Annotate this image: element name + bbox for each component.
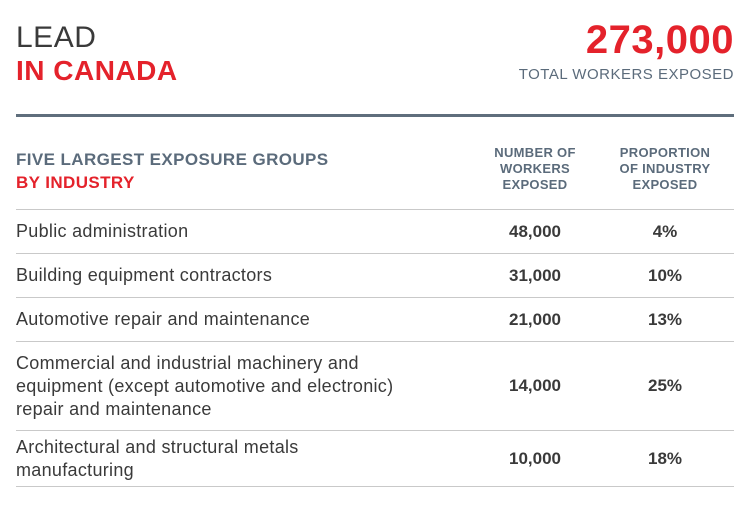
- workers-exposed-value: 31,000: [509, 265, 561, 285]
- total-workers-caption: TOTAL WORKERS EXPOSED: [518, 66, 734, 83]
- header: LEAD IN CANADA 273,000 TOTAL WORKERS EXP…: [16, 0, 734, 114]
- industry-label-line: repair and maintenance: [16, 398, 212, 419]
- column-header-line: WORKERS: [500, 161, 570, 176]
- industry-label-line: Automotive repair and maintenance: [16, 309, 311, 329]
- column-header-line: OF INDUSTRY: [619, 161, 711, 176]
- column-header-proportion: PROPORTION OF INDUSTRY EXPOSED: [610, 145, 720, 193]
- column-header-line: EXPOSED: [502, 177, 568, 192]
- column-header-line: PROPORTION: [619, 145, 711, 160]
- industry-label-line: Public administration: [16, 221, 189, 241]
- table-header: FIVE LARGEST EXPOSURE GROUPS BY INDUSTRY…: [16, 145, 734, 207]
- table-row: Automotive repair and maintenance 21,000 1…: [16, 297, 734, 341]
- column-header-workers: NUMBER OF WORKERS EXPOSED: [480, 145, 590, 193]
- industry-label: Automotive repair and maintenance: [16, 308, 466, 331]
- industry-label-line: Commercial and industrial machinery and: [16, 352, 359, 373]
- industry-label: Public administration: [16, 220, 466, 243]
- header-divider: [16, 114, 734, 117]
- workers-exposed-value: 10,000: [509, 448, 561, 468]
- industry-label-line: Building equipment contractors: [16, 265, 273, 285]
- proportion-exposed-value: 25%: [647, 376, 683, 395]
- workers-exposed-value: 21,000: [509, 309, 561, 329]
- column-header-line: EXPOSED: [632, 177, 698, 192]
- table-title: FIVE LARGEST EXPOSURE GROUPS: [16, 150, 329, 169]
- industry-label: Commercial and industrial machinery and e…: [16, 352, 466, 421]
- table-body: Public administration 48,000 4% Building eq…: [16, 209, 734, 487]
- table-row: Building equipment contractors 31,000 10%: [16, 253, 734, 297]
- proportion-exposed-value: 18%: [647, 448, 683, 468]
- industry-label-line: equipment (except automotive and electro…: [16, 375, 394, 396]
- industry-label-line: manufacturing: [16, 459, 134, 480]
- industry-label-line: Architectural and structural metals: [16, 436, 299, 457]
- industry-label: Building equipment contractors: [16, 264, 466, 287]
- industry-label: Architectural and structural metals manuf…: [16, 436, 466, 482]
- table-row: Public administration 48,000 4%: [16, 209, 734, 253]
- column-header-line: NUMBER OF: [494, 145, 576, 160]
- proportion-exposed-value: 10%: [647, 265, 683, 285]
- workers-exposed-value: 48,000: [509, 221, 561, 241]
- table-subtitle: BY INDUSTRY: [16, 173, 135, 192]
- proportion-exposed-value: 13%: [647, 309, 683, 329]
- table-row: Architectural and structural metals manuf…: [16, 430, 734, 487]
- workers-exposed-value: 14,000: [509, 376, 561, 395]
- total-workers-number: 273,000: [585, 18, 734, 62]
- table-row: Commercial and industrial machinery and e…: [16, 341, 734, 430]
- page-subtitle: IN CANADA: [16, 55, 178, 86]
- proportion-exposed-value: 4%: [652, 221, 678, 241]
- page-title: LEAD: [16, 21, 97, 54]
